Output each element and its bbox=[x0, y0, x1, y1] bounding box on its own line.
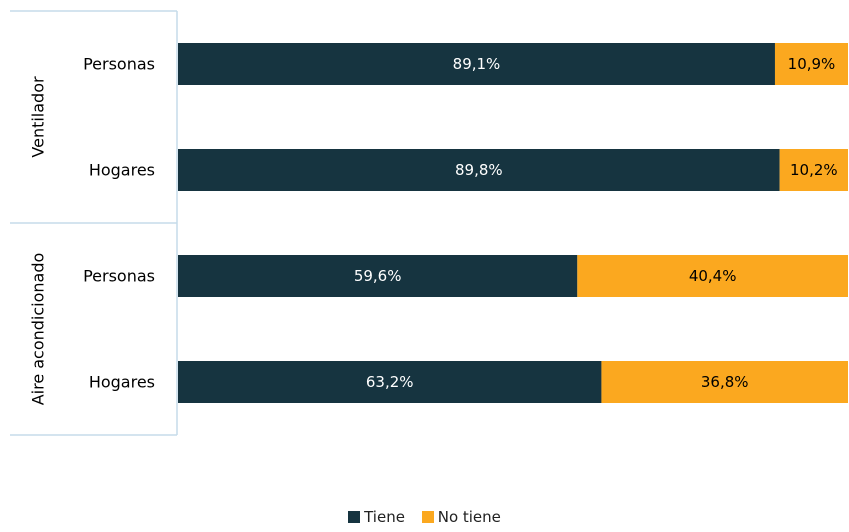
stacked-bar-chart: Ventilador Aire acondicionado Personas Hog… bbox=[10, 10, 848, 436]
data-label-tiene-1: 89,8% bbox=[455, 161, 503, 179]
bar-tiene-1 bbox=[178, 149, 780, 191]
bar-no-tiene-1 bbox=[779, 149, 848, 191]
data-label-no-tiene-3: 36,8% bbox=[701, 373, 749, 391]
bar-no-tiene-3 bbox=[601, 361, 848, 403]
bar-no-tiene-2 bbox=[577, 255, 848, 297]
data-label-no-tiene-0: 10,9% bbox=[788, 55, 836, 73]
bar-tiene-3 bbox=[178, 361, 602, 403]
bar-tiene-2 bbox=[178, 255, 578, 297]
category-label-2: Personas bbox=[83, 267, 155, 286]
legend: Tiene No tiene bbox=[0, 508, 849, 527]
data-label-no-tiene-1: 10,2% bbox=[790, 161, 838, 179]
legend-swatch-no-tiene bbox=[421, 511, 434, 523]
bar-tiene-0 bbox=[178, 43, 775, 85]
legend-swatch-tiene bbox=[348, 511, 361, 523]
category-label-3: Hogares bbox=[89, 373, 155, 392]
data-label-tiene-3: 63,2% bbox=[366, 373, 414, 391]
group-label-1: Aire acondicionado bbox=[29, 253, 48, 406]
data-label-tiene-0: 89,1% bbox=[453, 55, 501, 73]
category-label-0: Personas bbox=[83, 55, 155, 74]
legend-item-tiene: Tiene bbox=[348, 508, 405, 526]
legend-item-no-tiene: No tiene bbox=[421, 508, 501, 526]
group-label-0: Ventilador bbox=[29, 76, 48, 158]
group-dividers bbox=[10, 10, 178, 436]
category-label-1: Hogares bbox=[89, 161, 155, 180]
bar-no-tiene-0 bbox=[774, 43, 848, 85]
legend-label-tiene: Tiene bbox=[364, 508, 405, 526]
data-label-no-tiene-2: 40,4% bbox=[689, 267, 737, 285]
legend-label-no-tiene: No tiene bbox=[437, 508, 501, 526]
data-label-tiene-2: 59,6% bbox=[354, 267, 402, 285]
